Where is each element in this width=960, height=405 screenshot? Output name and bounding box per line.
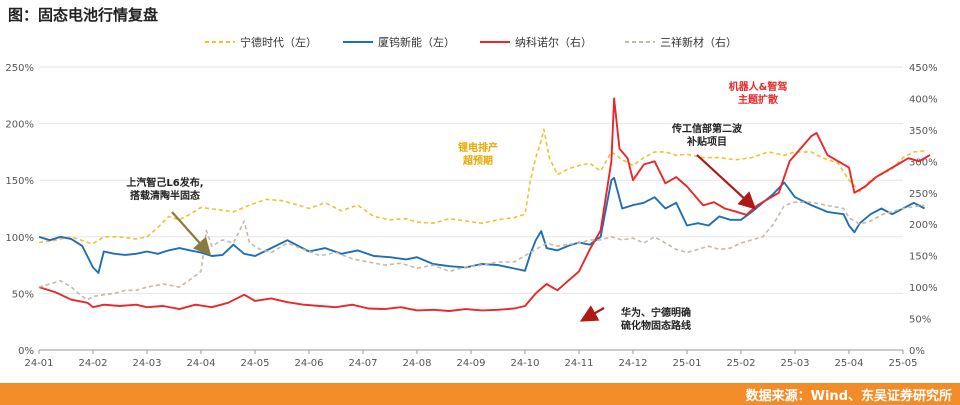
legend-label-1: 厦钨新能（左）	[378, 35, 455, 49]
y-right-tick-label: 350%	[909, 126, 938, 137]
annotation-text-4: 主题扩散	[738, 93, 779, 106]
y-left-tick-label: 0%	[18, 346, 34, 357]
y-left-tick-label: 250%	[5, 63, 34, 74]
y-left-tick-label: 150%	[5, 176, 34, 187]
annotation-arrow	[584, 308, 604, 319]
y-right-tick-label: 0%	[909, 346, 925, 357]
y-right-tick-label: 100%	[909, 283, 938, 294]
x-tick-label: 24-03	[132, 358, 161, 369]
annotation-text-0: 上汽智己L6发布,	[126, 176, 203, 189]
legend-label-2: 纳科诺尔（右）	[515, 35, 592, 49]
annotation-text-1: 超预期	[462, 154, 493, 167]
x-tick-label: 25-04	[834, 358, 863, 369]
data-source: 数据来源：Wind、东吴证券研究所	[746, 385, 952, 404]
x-tick-label: 25-01	[672, 358, 701, 369]
y-right-tick-label: 200%	[909, 220, 938, 231]
legend-label-3: 三祥新材（右）	[660, 35, 737, 49]
series-line-3	[39, 202, 925, 300]
x-tick-label: 24-09	[456, 358, 485, 369]
annotation-text-0: 搭载清陶半固态	[130, 189, 200, 202]
x-tick-label: 24-06	[294, 358, 323, 369]
x-tick-label: 24-05	[240, 358, 269, 369]
y-right-tick-label: 50%	[909, 315, 931, 326]
annotation-arrow	[697, 155, 753, 207]
x-tick-label: 25-03	[780, 358, 809, 369]
x-tick-label: 24-02	[78, 358, 107, 369]
x-tick-label: 24-04	[186, 358, 215, 369]
y-right-tick-label: 400%	[909, 94, 938, 105]
y-right-tick-label: 250%	[909, 189, 938, 200]
annotation-text-1: 锂电排产	[458, 141, 498, 154]
x-tick-label: 24-10	[510, 358, 539, 369]
annotation-text-4: 机器人&智驾	[729, 80, 788, 93]
x-tick-label: 24-08	[402, 358, 431, 369]
y-right-tick-label: 150%	[909, 252, 938, 263]
annotation-text-2: 硫化物固态路线	[621, 319, 691, 332]
x-tick-label: 25-02	[726, 358, 755, 369]
y-left-tick-label: 100%	[5, 233, 34, 244]
line-chart: 0% 50% 100% 150% 200% 250% 0% 50% 100% 150% 200% 25…	[0, 0, 960, 383]
x-tick-label: 24-11	[564, 358, 593, 369]
y-left-tick-label: 50%	[12, 289, 34, 300]
annotation-text-3: 补贴项目	[686, 135, 727, 148]
footer-bar: 数据来源：Wind、东吴证券研究所	[0, 383, 960, 405]
y-right-tick-label: 450%	[909, 63, 938, 74]
annotation-text-3: 传工信部第二波	[671, 122, 743, 135]
annotation-text-2: 华为、宁德明确	[621, 306, 691, 319]
legend-label-0: 宁德时代（左）	[240, 35, 317, 49]
annotation-arrow	[172, 212, 208, 252]
x-tick-label: 25-05	[888, 358, 917, 369]
x-tick-label: 24-12	[618, 358, 647, 369]
x-tick-label: 24-07	[348, 358, 377, 369]
series-line-2	[39, 98, 930, 311]
y-left-tick-label: 200%	[5, 120, 34, 131]
x-tick-label: 24-01	[24, 358, 53, 369]
